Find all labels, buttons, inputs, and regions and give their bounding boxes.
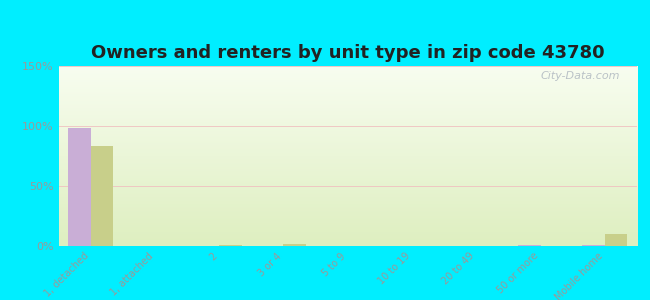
Bar	[283, 244, 306, 246]
Text: City-Data.com: City-Data.com	[540, 71, 619, 81]
Bar	[605, 234, 627, 246]
Bar	[90, 146, 113, 246]
Bar	[518, 245, 541, 246]
Bar	[219, 245, 242, 246]
Bar	[582, 245, 605, 246]
Title: Owners and renters by unit type in zip code 43780: Owners and renters by unit type in zip c…	[91, 44, 604, 62]
Bar	[68, 128, 90, 246]
